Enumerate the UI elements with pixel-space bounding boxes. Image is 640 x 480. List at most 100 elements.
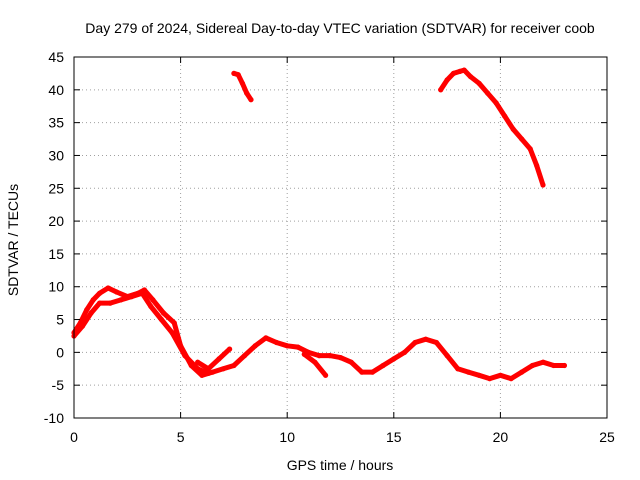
data-point — [337, 355, 344, 361]
x-tick-label: 5 — [177, 429, 185, 445]
data-point — [461, 67, 467, 73]
data-point — [476, 80, 482, 86]
data-point — [401, 349, 408, 355]
data-point — [199, 372, 205, 378]
data-point — [158, 316, 164, 323]
data-point — [84, 307, 90, 313]
y-tick-label: 10 — [48, 279, 64, 295]
data-point — [105, 285, 111, 291]
data-point — [231, 362, 237, 369]
data-point — [301, 351, 307, 357]
y-tick-label: 0 — [56, 344, 64, 360]
data-point — [468, 74, 474, 80]
y-tick-label: 45 — [48, 49, 64, 65]
series-layer — [71, 67, 568, 382]
data-point — [182, 353, 188, 359]
data-point — [359, 369, 365, 375]
data-point — [248, 97, 254, 103]
data-point — [493, 100, 499, 106]
y-tick-label: 25 — [48, 180, 64, 196]
data-point — [150, 297, 156, 303]
data-point — [485, 90, 491, 96]
data-point — [79, 323, 86, 329]
data-point — [97, 290, 103, 296]
x-tick-label: 0 — [70, 429, 78, 445]
data-point — [412, 339, 418, 346]
data-point — [195, 359, 201, 365]
data-point — [457, 68, 463, 74]
data-point — [160, 310, 167, 316]
data-point — [231, 70, 237, 76]
label-layer: 0 5 10 15 20 25 -10 -5 0 5 10 15 20 25 30 35 40 45 — [44, 49, 615, 445]
y-tick-label: -5 — [52, 377, 65, 393]
data-point — [235, 72, 241, 78]
y-tick-label: 35 — [48, 115, 64, 131]
data-point — [323, 372, 329, 378]
data-point — [497, 372, 503, 378]
data-point — [195, 366, 201, 372]
x-tick-label: 15 — [386, 429, 402, 445]
data-point — [438, 87, 444, 93]
data-point — [450, 70, 457, 76]
data-point — [284, 343, 290, 349]
data-point — [295, 344, 301, 350]
data-point — [118, 297, 124, 303]
data-point — [369, 369, 376, 375]
x-tick-label: 25 — [599, 429, 615, 445]
y-tick-label: 5 — [56, 312, 64, 328]
y-axis-label: SDTVAR / TECUs — [5, 184, 21, 296]
data-point — [551, 362, 557, 369]
data-point — [327, 353, 333, 359]
data-point — [90, 297, 96, 303]
y-tick-label: 40 — [48, 82, 64, 98]
plot-frame — [73, 56, 608, 419]
data-point — [348, 359, 354, 365]
data-point — [487, 376, 493, 382]
data-point — [97, 300, 103, 306]
data-point — [273, 339, 280, 346]
data-point — [252, 343, 258, 349]
data-point — [529, 362, 536, 369]
data-point — [423, 336, 429, 342]
x-tick-label: 20 — [493, 429, 509, 445]
data-point — [519, 136, 525, 142]
data-point — [210, 369, 216, 375]
data-point — [216, 356, 222, 362]
data-point — [171, 320, 177, 326]
data-point — [114, 289, 120, 295]
data-point — [465, 369, 471, 375]
data-point — [519, 369, 525, 375]
x-axis-label: GPS time / hours — [287, 457, 394, 473]
data-point — [508, 376, 514, 382]
data-point — [444, 353, 450, 359]
y-tick-label: -10 — [44, 410, 64, 426]
data-point — [244, 90, 250, 96]
data-point — [391, 356, 397, 362]
tick-layer — [73, 56, 608, 419]
data-point — [312, 359, 318, 365]
y-tick-label: 30 — [48, 147, 64, 163]
data-point — [455, 366, 461, 372]
data-point — [129, 294, 135, 300]
data-point — [139, 290, 145, 296]
data-point — [380, 362, 386, 369]
data-point — [540, 359, 546, 365]
data-point — [242, 353, 248, 359]
data-point — [220, 366, 226, 372]
y-tick-label: 20 — [48, 213, 64, 229]
data-point — [510, 126, 516, 132]
data-point — [205, 366, 211, 372]
chart-title: Day 279 of 2024, Sidereal Day-to-day VTE… — [85, 20, 595, 36]
data-point — [239, 80, 245, 86]
data-point — [205, 370, 211, 376]
data-point — [227, 346, 233, 352]
data-point — [107, 300, 113, 306]
data-point — [433, 339, 439, 346]
data-point — [148, 303, 154, 309]
y-tick-label: 15 — [48, 246, 64, 262]
data-point — [444, 77, 450, 83]
data-point — [527, 146, 533, 152]
data-point — [476, 372, 482, 378]
